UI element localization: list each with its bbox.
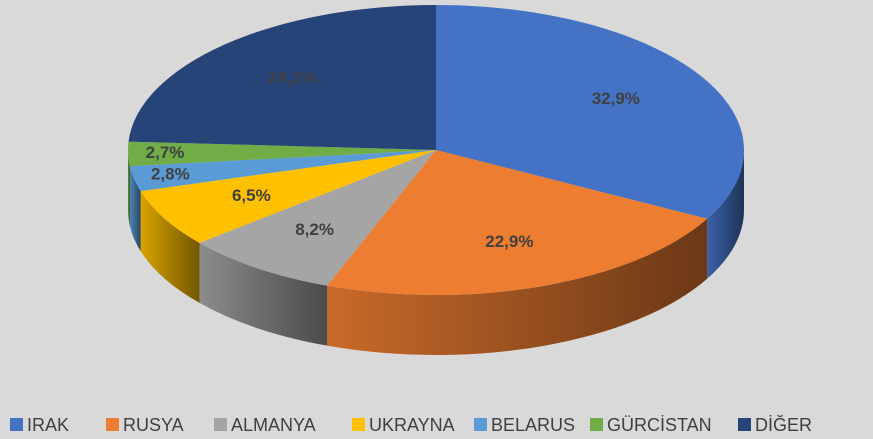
slice	[128, 5, 436, 150]
value-label: 8,2%	[295, 220, 334, 239]
slice-side	[129, 166, 141, 252]
legend-swatch	[474, 418, 487, 431]
value-label: 32,9%	[592, 89, 640, 108]
slice	[199, 150, 436, 286]
slice	[436, 5, 745, 219]
legend-label: UKRAYNA	[369, 415, 455, 435]
legend-swatch	[214, 418, 227, 431]
slice-side	[140, 191, 200, 303]
slice-side	[707, 150, 744, 279]
legend-swatch	[10, 418, 23, 431]
value-label: 2,8%	[151, 165, 190, 184]
slice-side	[199, 242, 328, 346]
slice	[127, 141, 436, 167]
legend-label: RUSYA	[123, 415, 184, 435]
legend-label: BELARUS	[491, 415, 575, 435]
value-label: 24,1%	[268, 68, 316, 87]
legend-swatch	[590, 418, 603, 431]
value-label: 2,7%	[146, 143, 185, 162]
slice	[327, 150, 708, 295]
legend-label: IRAK	[27, 415, 69, 435]
legend-label: DİĞER	[755, 414, 812, 435]
slice	[140, 150, 436, 243]
legend-label: GÜRCİSTAN	[607, 415, 712, 435]
legend-swatch	[738, 418, 751, 431]
legend-swatch	[352, 418, 365, 431]
value-label: 22,9%	[485, 232, 533, 251]
slice-side	[327, 218, 708, 355]
value-label: 6,5%	[232, 186, 271, 205]
legend-swatch	[106, 418, 119, 431]
slice-side	[128, 150, 130, 227]
legend-label: ALMANYA	[231, 415, 316, 435]
slice	[129, 150, 437, 192]
